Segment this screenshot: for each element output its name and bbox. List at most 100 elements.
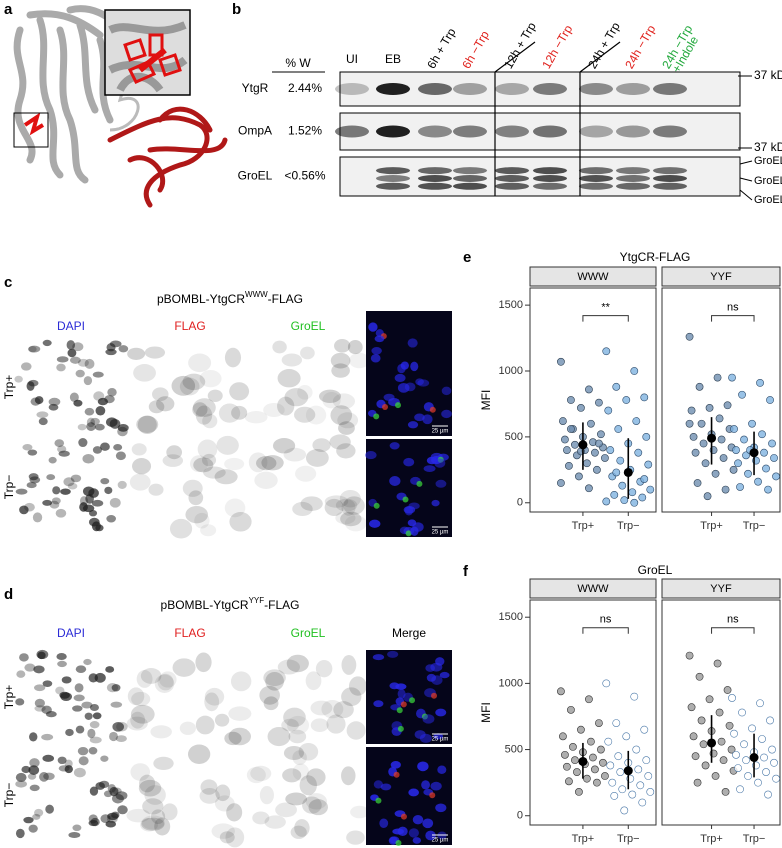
- cell: [41, 733, 54, 741]
- band-label: GroEL_1: [754, 175, 782, 187]
- cell: [109, 418, 121, 429]
- data-point: [597, 745, 605, 754]
- band: [376, 174, 410, 182]
- cell: [99, 780, 110, 789]
- data-point: [717, 435, 726, 444]
- nucleus: [373, 700, 384, 708]
- cell: [322, 392, 341, 409]
- data-point: [703, 492, 712, 501]
- cell: [272, 438, 296, 454]
- cell: [86, 417, 95, 428]
- inclusion: [409, 697, 416, 704]
- data-point: [740, 740, 748, 749]
- data-point: [772, 774, 780, 783]
- data-point: [636, 781, 645, 790]
- data-point: [697, 716, 706, 725]
- data-point: [754, 477, 762, 486]
- cell: [33, 665, 45, 674]
- band: [616, 182, 650, 190]
- cell: [272, 340, 287, 354]
- cell: [89, 721, 100, 729]
- title-part: YYF: [249, 596, 265, 605]
- cell: [70, 474, 82, 483]
- cell: [330, 352, 351, 369]
- data-point: [622, 732, 631, 741]
- cell: [275, 802, 297, 818]
- cell: [100, 477, 110, 485]
- cell: [65, 728, 74, 737]
- data-point: [768, 439, 776, 448]
- cell: [256, 456, 277, 471]
- cell: [88, 814, 98, 824]
- cell: [38, 417, 48, 426]
- band: [453, 182, 487, 190]
- cell: [52, 486, 61, 495]
- mean-point: [623, 766, 633, 776]
- channel-label: Merge: [392, 626, 426, 640]
- cell: [219, 831, 235, 844]
- band: [653, 174, 687, 182]
- cell: [133, 364, 156, 382]
- data-point: [638, 493, 647, 502]
- y-tick-label: 1000: [499, 677, 523, 689]
- y-axis-title: MFI: [479, 390, 493, 411]
- cell: [261, 455, 284, 471]
- data-point: [583, 774, 591, 783]
- cell: [100, 442, 110, 451]
- facet-strip: [529, 266, 657, 287]
- sig-bracket: [582, 315, 629, 322]
- cell: [244, 411, 268, 424]
- cell: [94, 423, 105, 431]
- scale-label: 25 µm: [432, 429, 449, 435]
- cell: [86, 422, 96, 431]
- cell: [224, 731, 242, 746]
- cell: [282, 768, 302, 783]
- cell: [228, 727, 251, 746]
- data-point: [713, 373, 722, 382]
- cell: [231, 405, 248, 420]
- cell: [229, 382, 250, 401]
- data-point: [557, 357, 565, 366]
- cell: [153, 756, 174, 771]
- y-tick-label: 1500: [499, 611, 523, 623]
- cell: [228, 706, 252, 721]
- data-point: [760, 753, 768, 762]
- data-point: [766, 396, 774, 404]
- data-point: [725, 721, 734, 730]
- data-point: [561, 750, 569, 759]
- cell: [211, 823, 235, 839]
- nucleus: [435, 803, 447, 813]
- nucleus: [380, 783, 392, 791]
- cell: [341, 687, 362, 707]
- mean-point: [578, 440, 588, 450]
- cell: [27, 449, 38, 456]
- cell: [277, 396, 295, 416]
- nucleus: [400, 361, 409, 370]
- data-point: [705, 404, 714, 412]
- cell: [57, 445, 67, 453]
- cell: [252, 811, 270, 825]
- cell: [141, 817, 165, 831]
- nucleus: [404, 506, 414, 516]
- cell: [283, 447, 307, 462]
- cell: [202, 413, 218, 429]
- cell: [14, 375, 23, 383]
- row-label: Trp+: [2, 685, 16, 710]
- y-axis-title: MFI: [479, 702, 493, 723]
- cell: [277, 659, 300, 675]
- cell: [179, 377, 200, 396]
- nucleus: [434, 458, 446, 468]
- cell: [77, 746, 89, 756]
- band: [495, 125, 529, 138]
- inclusion: [382, 403, 389, 410]
- panel-title: pBOMBL-YtgCRWWW-FLAG: [157, 290, 303, 306]
- cell: [131, 691, 151, 707]
- data-point: [632, 745, 641, 754]
- cell: [341, 655, 357, 675]
- nucleus: [394, 373, 406, 383]
- sig-bracket: [711, 315, 755, 322]
- cell: [73, 694, 85, 702]
- data-point: [593, 778, 601, 787]
- data-point: [571, 756, 579, 765]
- inclusion: [393, 771, 400, 778]
